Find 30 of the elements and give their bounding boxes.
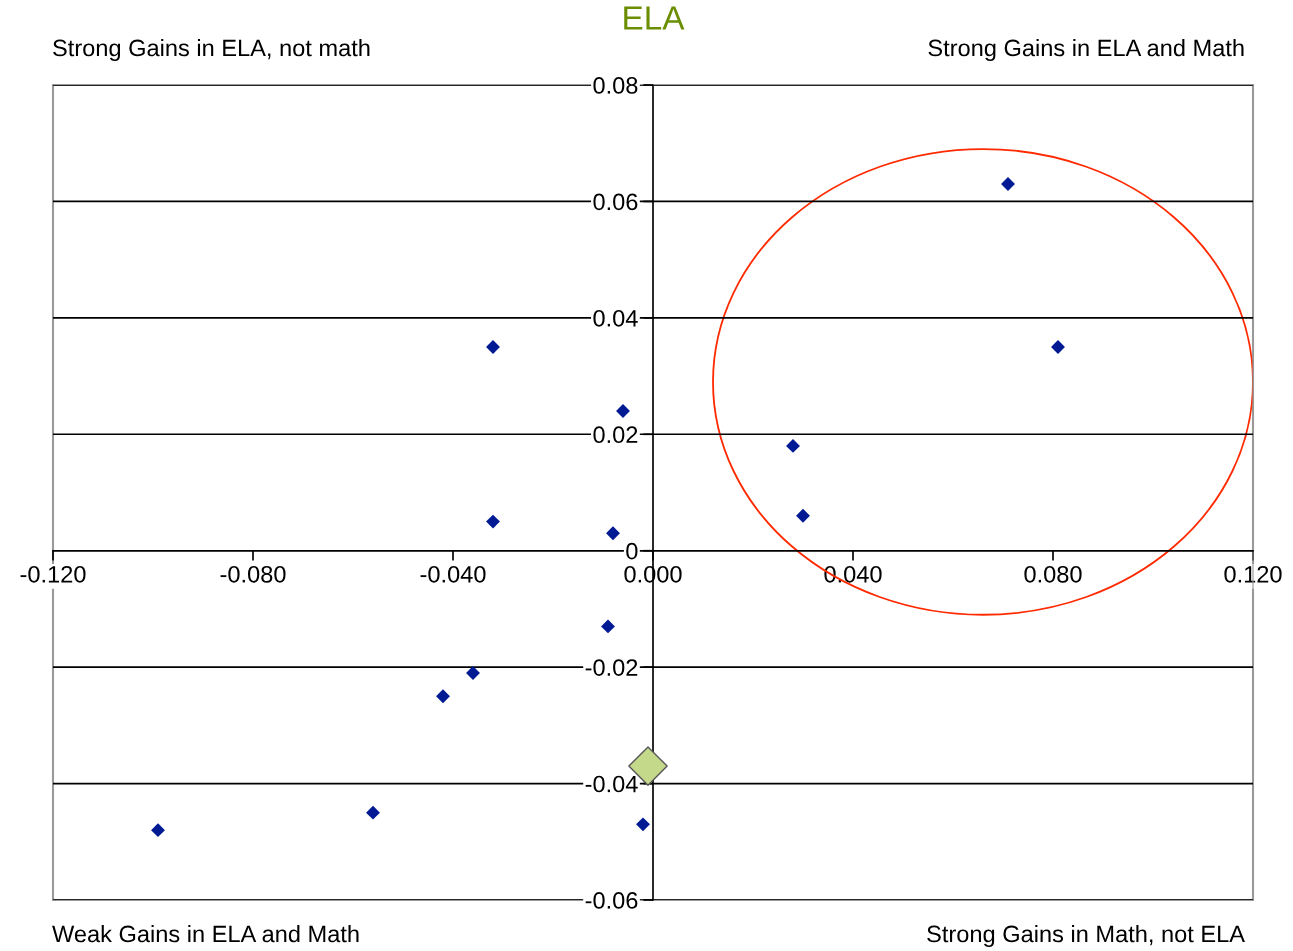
x-tick-label: -0.040 bbox=[420, 565, 486, 583]
chart-title: ELA bbox=[624, 6, 685, 30]
point bbox=[486, 514, 500, 529]
point bbox=[601, 619, 615, 634]
y-tick-label: -0.02 bbox=[585, 659, 638, 676]
y-tick-label: 0.08 bbox=[593, 77, 638, 94]
x-tick-label: 0.120 bbox=[1224, 565, 1282, 583]
x-tick-label: -0.120 bbox=[20, 565, 86, 583]
point bbox=[366, 805, 380, 820]
point bbox=[636, 817, 650, 832]
point bbox=[796, 508, 810, 523]
y-tick-label: 0.02 bbox=[593, 426, 638, 444]
text: Strong Gains in ELA and Math bbox=[928, 39, 1244, 62]
text: Strong Gains in ELA, not math bbox=[53, 39, 370, 62]
y-tick-label: -0.04 bbox=[585, 775, 638, 793]
point bbox=[1001, 177, 1015, 191]
y-tick-label: 0 bbox=[626, 542, 638, 560]
point bbox=[436, 689, 450, 704]
x-tick-label: -0.080 bbox=[220, 565, 286, 583]
y-tick-label: 0.04 bbox=[593, 309, 638, 327]
point bbox=[1051, 340, 1065, 354]
text: Weak Gains in ELA and Math bbox=[52, 924, 359, 943]
point bbox=[151, 823, 165, 838]
point bbox=[606, 526, 620, 541]
point bbox=[786, 438, 800, 453]
point bbox=[466, 666, 480, 680]
y-tick-label: 0.06 bbox=[593, 193, 638, 211]
y-tick-label: -0.06 bbox=[585, 892, 638, 909]
x-tick-label: 0.080 bbox=[1024, 565, 1082, 583]
text: Strong Gains in Math, not ELA bbox=[927, 924, 1245, 948]
